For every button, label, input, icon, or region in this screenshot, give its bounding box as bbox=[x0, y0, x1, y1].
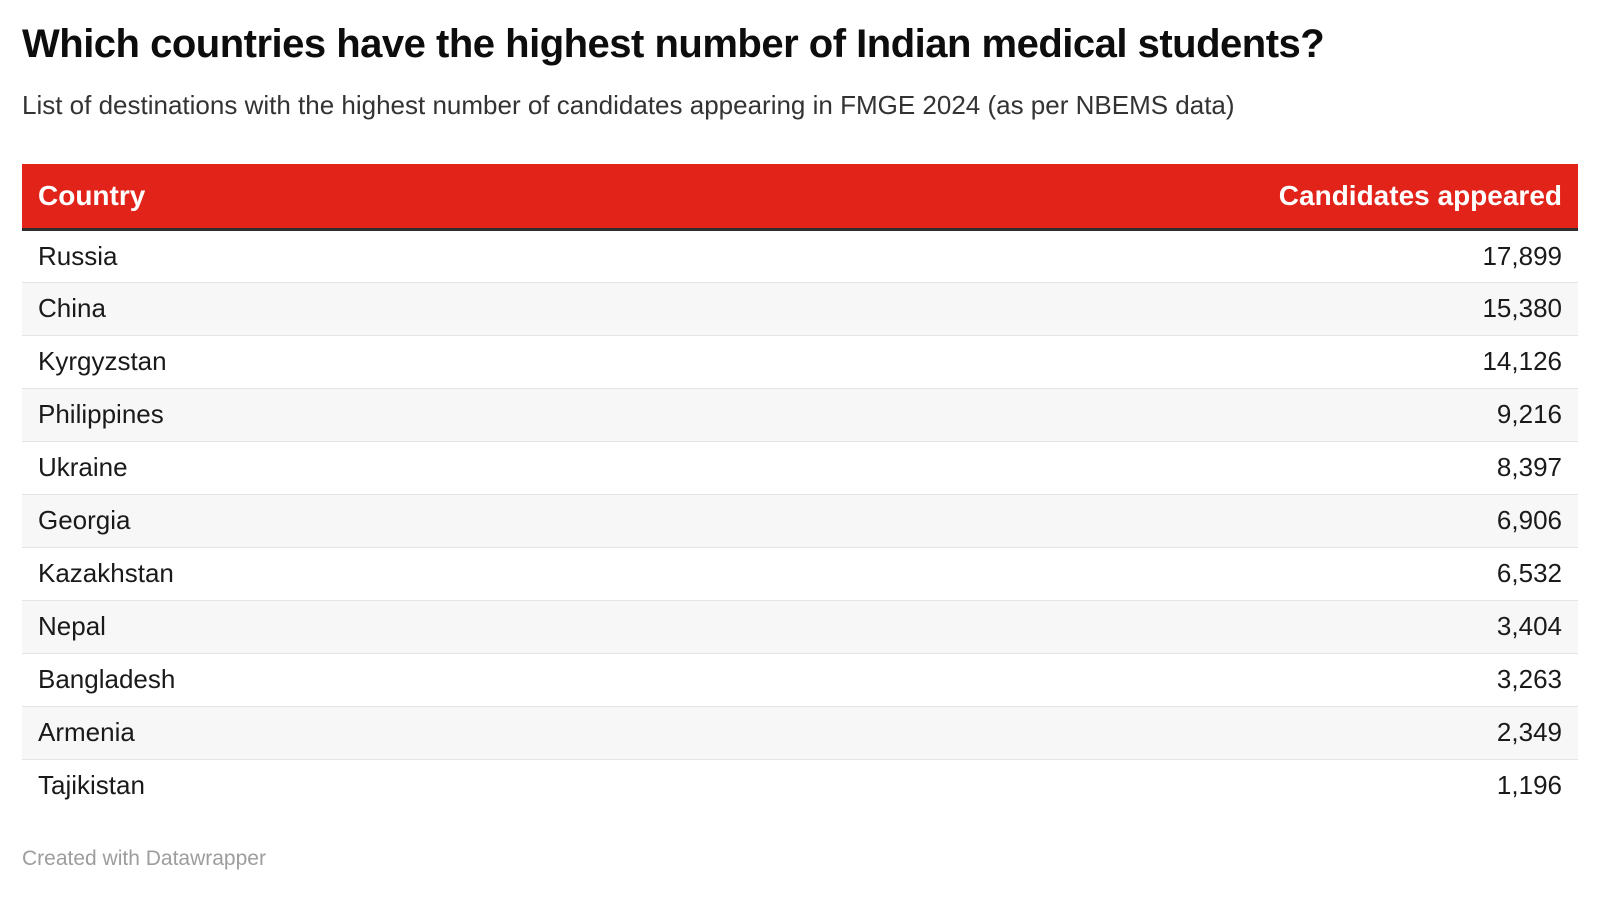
table-row: Russia 17,899 bbox=[22, 229, 1578, 283]
table-header: Country Candidates appeared bbox=[22, 164, 1578, 231]
table-body: Russia 17,899 China 15,380 Kyrgyzstan 14,126 P… bbox=[22, 229, 1578, 812]
table-header-row: Country Candidates appeared bbox=[22, 164, 1578, 231]
value-cell: 8,397 bbox=[1111, 441, 1578, 495]
table-row: China 15,380 bbox=[22, 282, 1578, 336]
value-cell: 3,404 bbox=[1111, 600, 1578, 654]
table-row: Bangladesh 3,263 bbox=[22, 653, 1578, 707]
value-cell: 15,380 bbox=[1111, 282, 1578, 336]
value-cell: 6,906 bbox=[1111, 494, 1578, 548]
country-cell: Kyrgyzstan bbox=[22, 335, 1112, 389]
page-subtitle: List of destinations with the highest nu… bbox=[22, 90, 1235, 120]
table-row: Philippines 9,216 bbox=[22, 388, 1578, 442]
country-cell: Bangladesh bbox=[22, 653, 1112, 707]
country-cell: Georgia bbox=[22, 494, 1112, 548]
table-row: Nepal 3,404 bbox=[22, 600, 1578, 654]
column-header-country: Country bbox=[22, 164, 1112, 231]
footer-credit: Created with Datawrapper bbox=[22, 847, 266, 870]
country-cell: China bbox=[22, 282, 1112, 336]
country-cell: Philippines bbox=[22, 388, 1112, 442]
table-row: Georgia 6,906 bbox=[22, 494, 1578, 548]
table-row: Armenia 2,349 bbox=[22, 706, 1578, 760]
value-cell: 6,532 bbox=[1111, 547, 1578, 601]
data-table: Country Candidates appeared Russia 17,899… bbox=[22, 164, 1578, 812]
page-title: Which countries have the highest number … bbox=[22, 22, 1325, 66]
value-cell: 1,196 bbox=[1496, 770, 1562, 801]
value-cell: 9,216 bbox=[1111, 388, 1578, 442]
value-cell: 2,349 bbox=[1111, 706, 1578, 760]
table-row: Ukraine 8,397 bbox=[22, 441, 1578, 495]
value-cell: 17,899 bbox=[1111, 229, 1578, 283]
country-cell: Kazakhstan bbox=[22, 547, 1112, 601]
table-row: Tajikistan 1,196 bbox=[22, 759, 1578, 812]
value-cell: 14,126 bbox=[1111, 335, 1578, 389]
table-row: Kyrgyzstan 14,126 bbox=[22, 335, 1578, 389]
table-row: Kazakhstan 6,532 bbox=[22, 547, 1578, 601]
column-header-candidates-appeared: Candidates appeared bbox=[1111, 164, 1578, 231]
country-cell: Ukraine bbox=[22, 441, 1112, 495]
page: Which countries have the highest number … bbox=[0, 22, 1600, 872]
country-cell: Armenia bbox=[22, 706, 1112, 760]
country-cell: Nepal bbox=[22, 600, 1112, 654]
country-cell: Russia bbox=[22, 229, 1112, 283]
country-cell: Tajikistan bbox=[38, 770, 145, 801]
value-cell: 3,263 bbox=[1111, 653, 1578, 707]
